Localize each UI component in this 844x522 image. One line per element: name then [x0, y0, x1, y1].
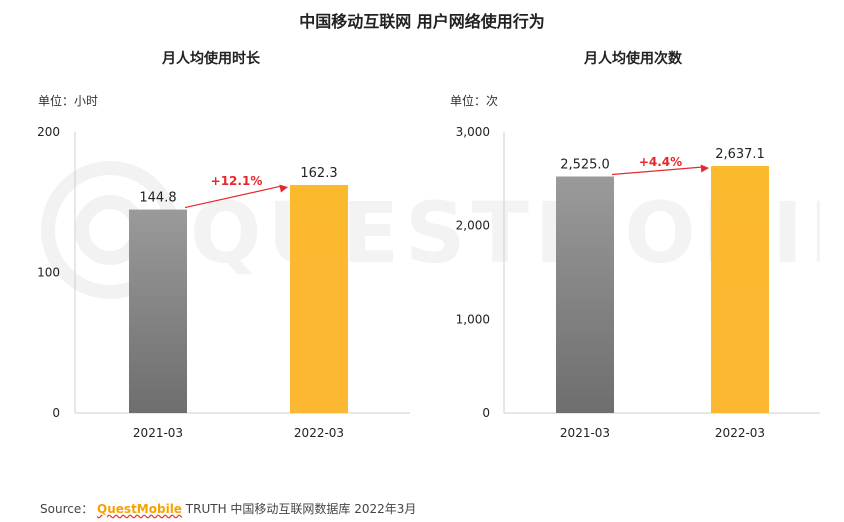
y-tick-label: 2,000 — [456, 219, 490, 233]
bar-2021-03 — [129, 209, 187, 413]
growth-label: +12.1% — [211, 174, 263, 188]
y-tick-label: 1,000 — [456, 312, 490, 326]
chart-title: 月人均使用时长 — [162, 51, 260, 67]
bar-2022-03 — [290, 184, 348, 413]
y-tick-label: 3,000 — [456, 125, 490, 139]
source-label: Source： — [40, 502, 94, 516]
unit-label: 单位：小时 — [38, 94, 99, 108]
bar-2022-03 — [711, 165, 769, 413]
chart-panel-frequency: 月人均使用次数 单位：次 0 1,000 2,000 3,000 2,525.0 2021… — [422, 0, 844, 470]
growth-arrow-head-icon — [279, 184, 288, 193]
growth-arrow-line — [184, 185, 283, 209]
bar-2021-03 — [556, 176, 614, 413]
source-line: Source： QuestMobile TRUTH 中国移动互联网数据库 202… — [40, 500, 416, 517]
data-label: 162.3 — [300, 166, 337, 181]
growth-label: +4.4% — [639, 155, 682, 169]
y-tick-label: 0 — [52, 406, 60, 420]
data-label: 144.8 — [139, 191, 176, 206]
growth-arrow-head-icon — [700, 164, 709, 173]
chart-title: 月人均使用次数 — [584, 51, 682, 67]
page-title: 中国移动互联网 用户网络使用行为 — [299, 12, 545, 31]
chart-panel-duration: 月人均使用时长 单位：小时 0 100 200 144.8 2021-03 162.3 20… — [0, 0, 422, 470]
bar-chart-duration: 0 100 200 144.8 2021-03 162.3 2022-03 +12.1% — [37, 125, 410, 440]
data-label: 2,525.0 — [560, 157, 610, 172]
growth-arrow-line — [611, 166, 704, 176]
x-tick-label: 2022-03 — [294, 426, 344, 440]
y-tick-label: 0 — [482, 406, 490, 420]
x-tick-label: 2021-03 — [560, 426, 610, 440]
unit-label: 单位：次 — [450, 94, 499, 108]
x-tick-label: 2021-03 — [133, 426, 183, 440]
x-tick-label: 2022-03 — [715, 426, 765, 440]
source-brand: QuestMobile — [97, 502, 182, 516]
y-tick-label: 100 — [37, 266, 60, 280]
y-tick-label: 200 — [37, 125, 60, 139]
bar-chart-frequency: 0 1,000 2,000 3,000 2,525.0 2021-03 2,637.1 202… — [456, 125, 820, 440]
data-label: 2,637.1 — [715, 147, 765, 162]
source-text: TRUTH 中国移动互联网数据库 2022年3月 — [185, 502, 417, 516]
